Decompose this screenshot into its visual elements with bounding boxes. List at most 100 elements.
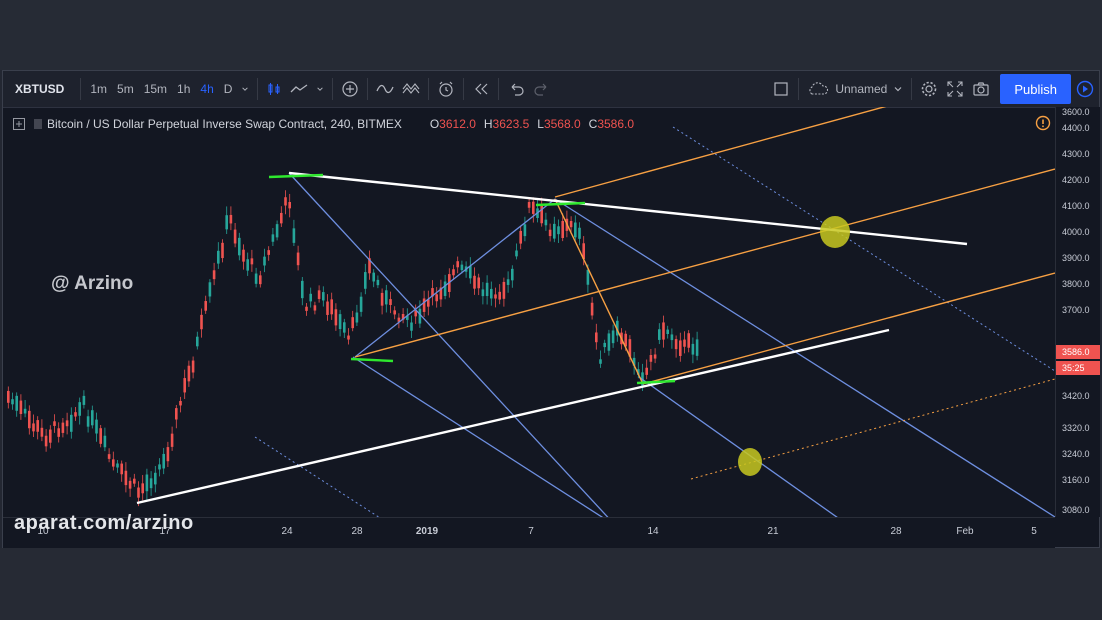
candle-body [128,480,132,489]
undo-button[interactable] [503,71,529,107]
timeframe-5m[interactable]: 5m [117,82,134,96]
plus-circle-icon [342,81,359,97]
templates-button[interactable] [398,71,424,107]
blue-channel-line-3[interactable] [638,376,848,517]
candle-body [70,414,73,432]
warning-icon[interactable] [1035,115,1051,131]
candle-body [376,279,380,286]
candle-body [469,265,472,279]
candle-body [477,277,480,289]
candle-body [624,333,627,347]
candle-body [557,226,560,235]
timeframe-15m[interactable]: 15m [143,82,168,96]
select-layout-button[interactable] [768,71,794,107]
candle-body [322,292,325,301]
chart-style-candles-button[interactable] [262,71,286,107]
candle-body [674,339,678,350]
candle-body [32,423,35,432]
candle-body [574,222,577,238]
trading-chart-window: XBTUSD 1m 5m 15m 1h 4h D [2,70,1100,548]
candle-body [443,281,447,296]
play-button[interactable] [1071,71,1099,107]
toolbar-divider [80,78,82,100]
yellow-intersection-marker-2[interactable] [738,448,762,476]
green-high-marker-1[interactable] [268,173,324,179]
candle-body [590,302,594,316]
candle-body [212,270,216,280]
create-alert-button[interactable] [433,71,459,107]
price-tick: 3800.0 [1062,279,1090,289]
candle-body [368,258,371,274]
chart-style-line-button[interactable] [286,71,312,107]
drawing-tools-layer [136,107,1055,517]
publish-button[interactable]: Publish [1000,74,1071,104]
symbol-title: Bitcoin / US Dollar Perpetual Inverse Sw… [47,117,402,131]
timeframe-1d[interactable]: D [223,82,233,96]
candle-body [359,296,363,312]
candle-body [343,322,346,333]
indicators-button[interactable] [372,71,398,107]
timeframe-dropdown[interactable] [237,71,253,107]
white-upper-trendline[interactable] [288,171,968,246]
settings-button[interactable] [916,71,942,107]
top-dark-band [0,0,1102,70]
orange-channel-line-3[interactable] [642,272,1055,385]
chart-canvas[interactable]: Bitcoin / US Dollar Perpetual Inverse Sw… [3,107,1055,517]
candle-body [170,433,174,447]
price-axis[interactable]: 4400.0 4300.0 4200.0 4100.0 4000.0 3900.0 3800… [1055,107,1100,517]
time-tick: 5 [1031,526,1037,537]
blue-swing-line[interactable] [354,198,556,358]
candle-body [233,229,237,244]
candle-body [691,343,695,355]
candle-body [595,332,598,343]
blue-dotted-line-1[interactable] [254,436,391,517]
candle-body [460,264,464,271]
green-low-marker-2[interactable] [636,379,676,385]
candle-body [242,249,245,262]
candle-body [540,205,543,224]
green-low-marker-1[interactable] [350,357,394,363]
blue-channel-line-4[interactable] [554,198,1055,517]
plus-square-icon[interactable] [13,118,25,130]
redo-button[interactable] [529,71,555,107]
bottom-dark-band [0,548,1102,620]
candle-body [208,282,212,297]
green-high-marker-2[interactable] [535,201,586,207]
blue-dotted-line-2[interactable] [672,126,1055,372]
candle-body [439,287,443,300]
price-tick: 3320.0 [1062,423,1090,433]
blue-channel-line-1[interactable] [288,172,615,517]
candle-body [124,470,128,486]
price-tick: 4300.0 [1062,149,1090,159]
high-value: 3623.5 [492,117,530,131]
candle-body [603,342,606,348]
candle-body [427,299,430,307]
snapshot-button[interactable] [968,71,994,107]
orange-swing-line[interactable] [554,198,644,385]
time-axis[interactable]: 10 17 24 28 2019 7 14 21 28 Feb 5 [3,517,1055,548]
candle-body [406,315,409,320]
save-layout-button[interactable]: Unnamed [803,71,907,107]
symbol-search-button[interactable]: XBTUSD [15,82,65,96]
bar-replay-button[interactable] [468,71,494,107]
yellow-intersection-marker-1[interactable] [820,216,850,248]
price-tick: 4400.0 [1062,123,1090,133]
timeframe-1h[interactable]: 1h [177,82,191,96]
white-lower-trendline[interactable] [136,328,890,505]
timeframe-4h[interactable]: 4h [200,82,214,96]
candle-body [44,435,48,447]
chart-style-dropdown[interactable] [312,71,328,107]
orange-channel-line-1[interactable] [554,107,891,198]
compare-add-button[interactable] [337,71,363,107]
fullscreen-button[interactable] [942,71,968,107]
price-tick: 3240.0 [1062,449,1090,459]
candle-body [670,334,674,341]
blue-channel-line-2[interactable] [352,356,633,517]
timeframe-1m[interactable]: 1m [90,82,108,96]
indicator-icon [376,84,395,94]
candle-body [511,268,514,281]
candle-body [687,333,690,348]
candle-body [11,399,14,405]
high-label: H [483,117,493,131]
orange-channel-line-2[interactable] [354,168,1055,358]
